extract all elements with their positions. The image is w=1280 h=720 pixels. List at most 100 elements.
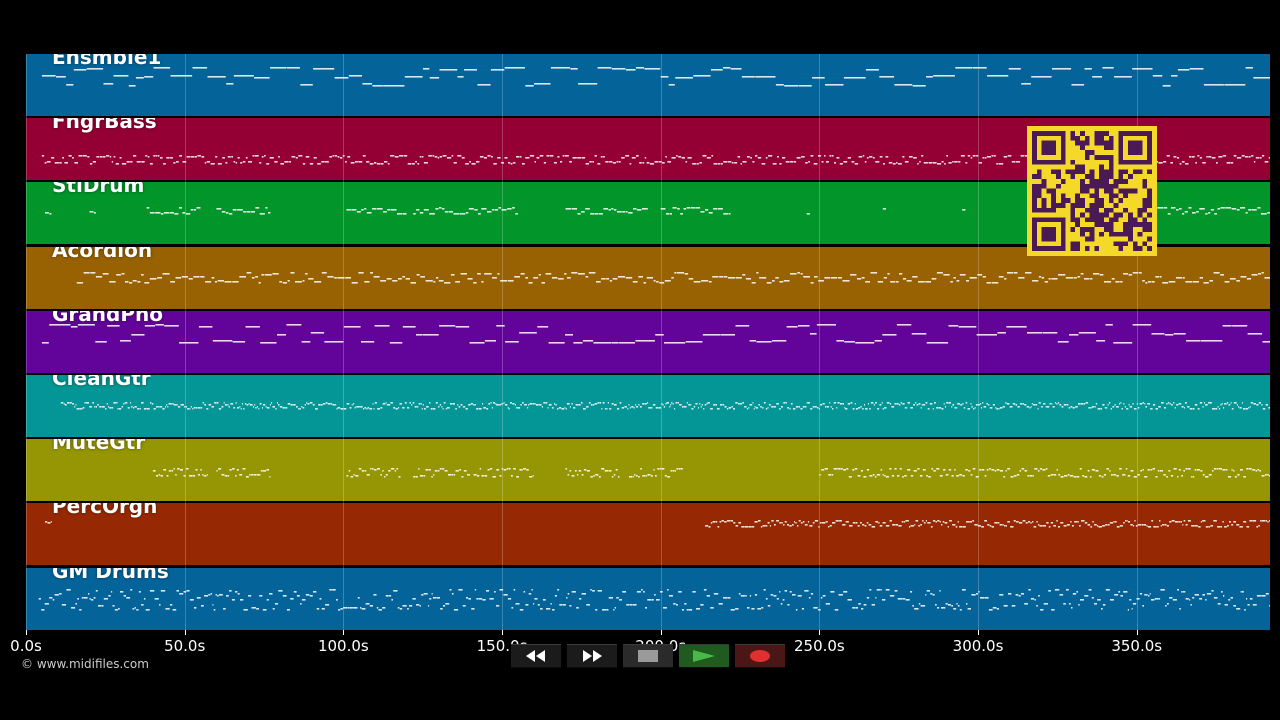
note [667,476,671,478]
note [51,157,55,159]
note [703,588,707,591]
track-label: Ensmble1 [52,54,162,69]
note [1206,592,1212,595]
fast-forward-button[interactable] [567,644,617,668]
note [840,468,843,470]
note [1251,155,1254,157]
note [1129,598,1132,601]
note [578,272,585,275]
note [998,408,1000,410]
note [508,162,511,164]
note [955,67,972,69]
record-button[interactable] [735,644,785,668]
note [81,596,84,599]
note [1230,162,1234,164]
note [1227,525,1229,527]
note [259,403,262,405]
note [792,524,794,526]
note [1247,332,1263,335]
note [246,211,251,213]
note [988,608,993,611]
note [351,209,357,211]
stop-button[interactable] [623,644,673,668]
note [1061,406,1064,408]
note [511,475,513,477]
note [956,475,959,477]
note [261,273,265,276]
note [1211,589,1214,592]
note [189,598,194,601]
note [1243,476,1246,478]
note [269,592,273,595]
note [412,597,416,600]
note [370,271,373,274]
note [313,68,335,70]
note [98,604,102,607]
note [197,474,200,476]
track-label: StlDrum [52,182,145,198]
note [832,408,834,410]
note [542,598,546,601]
note [1260,157,1262,159]
note [113,402,117,404]
note [771,520,774,522]
note [854,403,856,405]
note [583,469,587,471]
note [638,476,640,478]
note [237,592,240,595]
note [1213,520,1217,522]
note [576,606,579,609]
note [160,475,163,477]
play-button[interactable] [679,644,729,668]
note [92,402,94,404]
note [1034,598,1036,601]
note [1170,475,1174,477]
note [536,404,539,406]
note [245,476,249,478]
note [134,606,136,609]
rewind-button[interactable] [511,644,561,668]
note [1183,520,1186,522]
note [525,603,529,606]
note [1050,522,1054,524]
note [937,163,942,165]
note [1038,275,1042,278]
note [1079,468,1082,470]
note [451,155,454,157]
note [854,163,859,165]
note [366,212,372,214]
note [994,522,998,524]
note [831,474,834,476]
note [1126,520,1128,522]
note [789,161,794,163]
note [565,408,567,410]
note [969,276,977,279]
note [499,404,502,406]
note [426,406,429,408]
note [503,469,507,471]
track-lane: CleanGtr [26,375,1270,437]
note [424,408,426,410]
note [369,604,373,607]
note [1046,522,1049,524]
note [629,163,632,165]
note [109,280,116,283]
note [1021,83,1031,85]
note [513,468,516,470]
note [1098,475,1102,477]
note [752,402,754,404]
note [845,408,848,410]
note [651,407,653,409]
note [154,597,159,600]
note [616,596,619,599]
note [915,402,917,404]
note [836,339,844,342]
note [987,524,990,526]
note [1004,277,1007,280]
note [503,402,505,404]
note [658,407,661,409]
note [695,403,698,405]
note [993,155,996,157]
note [439,468,442,470]
note [188,277,193,280]
